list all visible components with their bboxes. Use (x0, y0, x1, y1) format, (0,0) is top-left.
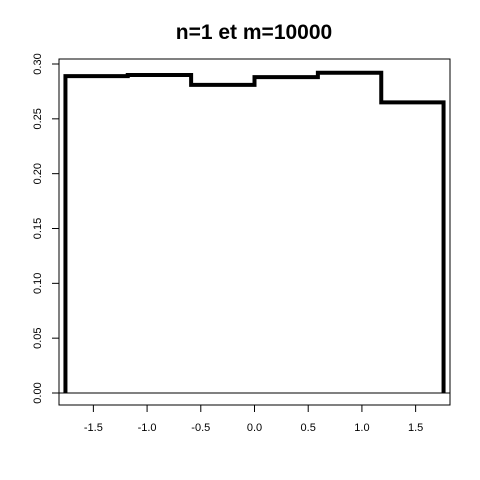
x-tick-label: 0.0 (247, 422, 262, 434)
y-tick-label: 0.05 (32, 327, 44, 348)
y-tick-label: 0.20 (32, 163, 44, 184)
x-axis: -1.5 -1.0 -0.5 0.0 0.5 1.0 1.5 (84, 404, 423, 434)
x-tick-label: -1.5 (84, 422, 103, 434)
x-tick-label: 1.0 (354, 422, 369, 434)
chart-title: n=1 et m=10000 (176, 21, 332, 44)
y-tick-label: 0.00 (32, 382, 44, 403)
histogram-step-line (63, 70, 446, 393)
y-tick-label: 0.10 (32, 273, 44, 294)
y-tick-label: 0.30 (32, 53, 44, 74)
y-tick-label: 0.15 (32, 218, 44, 239)
plot-frame (58, 58, 451, 406)
x-tick-label: -1.0 (138, 422, 157, 434)
y-tick-label: 0.25 (32, 108, 44, 129)
y-axis: 0.00 0.05 0.10 0.15 0.20 0.25 0.30 (32, 53, 60, 404)
x-tick-label: 0.5 (301, 422, 316, 434)
x-tick-label: 1.5 (408, 422, 423, 434)
x-tick-label: -0.5 (191, 422, 210, 434)
